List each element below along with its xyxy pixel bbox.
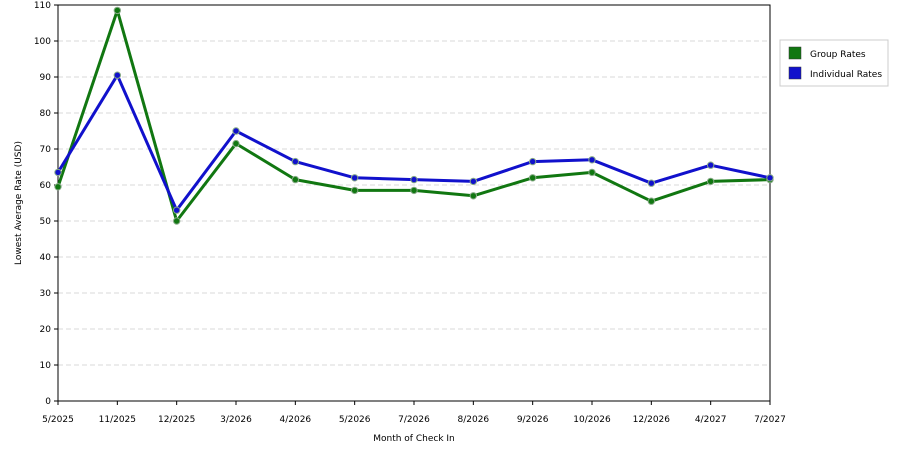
y-tick-label: 0: [45, 397, 51, 407]
x-tick-label: 12/2025: [158, 415, 195, 425]
data-point-individual-rates: [766, 174, 774, 182]
series-layer: [54, 6, 774, 225]
data-point-individual-rates: [113, 71, 122, 79]
x-axis-label: Month of Check In: [373, 434, 455, 444]
x-axis: 5/2025 11/2025 12/2025 3/2026 4/2026 5/2026 7/…: [42, 401, 786, 425]
data-point-individual-rates: [232, 127, 240, 135]
y-tick-label: 60: [40, 181, 52, 191]
y-axis-label: Lowest Average Rate (USD): [14, 141, 24, 265]
y-tick-label: 20: [40, 325, 52, 335]
legend-swatch-individual-rates: [788, 66, 802, 80]
plot-area-frame: [57, 4, 771, 402]
legend: Group Rates Individual Rates: [779, 39, 889, 87]
data-point-group-rates: [588, 168, 596, 177]
data-point-group-rates: [528, 174, 537, 182]
data-point-group-rates: [54, 183, 62, 191]
legend-label-group-rates: Group Rates: [810, 50, 866, 60]
data-point-individual-rates: [647, 179, 656, 187]
data-point-individual-rates: [410, 175, 418, 184]
data-point-individual-rates: [172, 206, 181, 214]
x-tick-label: 7/2027: [754, 415, 786, 425]
y-tick-label: 100: [34, 37, 51, 47]
legend-label-individual-rates: Individual Rates: [810, 70, 882, 80]
data-point-group-rates: [647, 197, 656, 205]
x-tick-label: 12/2026: [633, 415, 671, 425]
data-point-group-rates: [350, 186, 359, 195]
data-point-group-rates: [706, 177, 715, 186]
x-tick-label: 4/2027: [695, 415, 727, 425]
grid-layer: [58, 40, 770, 366]
y-tick-label: 40: [40, 253, 52, 263]
y-tick-label: 50: [40, 217, 52, 227]
data-point-individual-rates: [291, 157, 300, 166]
data-point-individual-rates: [588, 156, 596, 164]
data-point-individual-rates: [469, 177, 478, 186]
x-tick-label: 10/2026: [573, 415, 611, 425]
data-point-group-rates: [410, 186, 418, 195]
y-tick-label: 30: [40, 289, 52, 299]
y-axis: 0 10 20 30 40 50 60 70 80 90 100 110: [34, 1, 58, 407]
x-tick-label: 7/2026: [398, 415, 430, 425]
x-tick-label: 3/2026: [220, 415, 252, 425]
data-point-group-rates: [172, 217, 181, 225]
data-point-group-rates: [291, 175, 300, 184]
data-point-individual-rates: [706, 161, 715, 169]
y-tick-label: 70: [40, 145, 52, 155]
y-tick-label: 10: [40, 361, 52, 371]
y-tick-label: 90: [40, 73, 52, 83]
x-tick-label: 5/2025: [42, 415, 74, 425]
data-point-group-rates: [113, 6, 122, 15]
data-point-group-rates: [469, 192, 478, 200]
x-tick-label: 5/2026: [339, 415, 371, 425]
x-tick-label: 9/2026: [517, 415, 549, 425]
x-tick-label: 8/2026: [457, 415, 489, 425]
x-tick-label: 4/2026: [279, 415, 311, 425]
data-point-individual-rates: [54, 168, 62, 177]
y-tick-label: 80: [40, 109, 52, 119]
data-point-individual-rates: [528, 157, 537, 166]
y-tick-label: 110: [34, 1, 51, 11]
legend-swatch-group-rates: [788, 46, 802, 60]
x-tick-label: 11/2025: [99, 415, 136, 425]
data-point-individual-rates: [350, 174, 359, 182]
data-point-group-rates: [232, 139, 240, 148]
